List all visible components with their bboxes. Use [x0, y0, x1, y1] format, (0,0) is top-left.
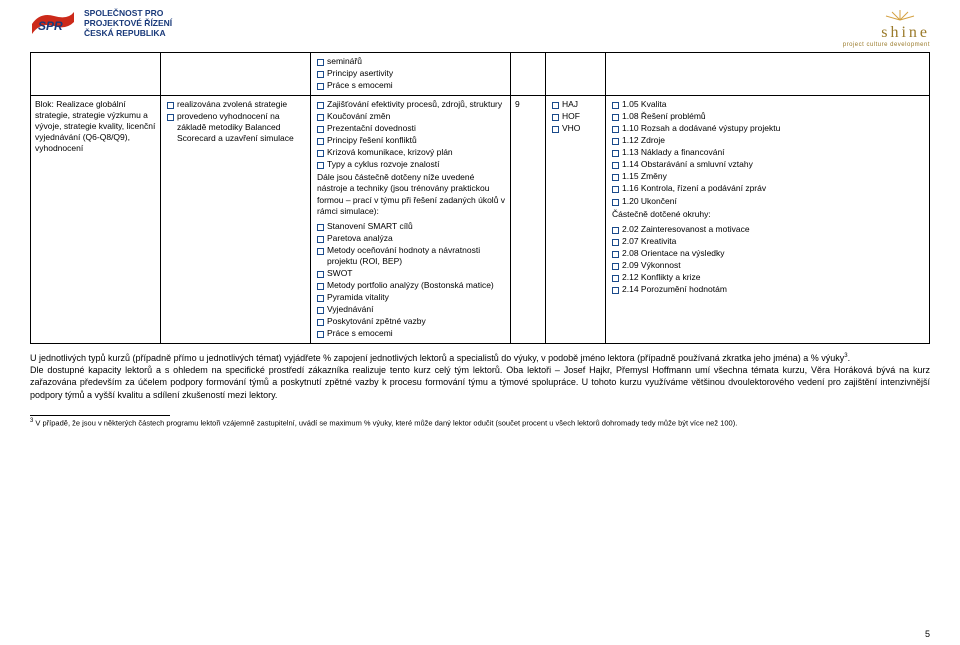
- list-item: 1.15 Změny: [610, 171, 925, 182]
- logo-spr: SPR SPOLEČNOST PRO PROJEKTOVÉ ŘÍZENÍ ČES…: [30, 8, 172, 40]
- main-content: seminářůPrincipy asertivityPráce s emoce…: [0, 52, 960, 428]
- logo-shine: shine project culture development: [843, 8, 930, 48]
- shine-word: shine: [843, 24, 930, 42]
- list-item: Práce s emocemi: [315, 328, 506, 339]
- shine-tagline: project culture development: [843, 42, 930, 48]
- cell-list: Stanovení SMART cílůParetova analýzaMeto…: [315, 221, 506, 339]
- svg-text:SPR: SPR: [38, 19, 63, 33]
- list-item: Pyramida vitality: [315, 292, 506, 303]
- curriculum-table: seminářůPrincipy asertivityPráce s emoce…: [30, 52, 930, 344]
- list-item: 2.08 Orientace na výsledky: [610, 248, 925, 259]
- list-item: Koučování změn: [315, 111, 506, 122]
- cell-list: 1.05 Kvalita1.08 Řešení problémů1.10 Roz…: [610, 99, 925, 206]
- page-header: SPR SPOLEČNOST PRO PROJEKTOVÉ ŘÍZENÍ ČES…: [0, 0, 960, 52]
- cell-list: seminářůPrincipy asertivityPráce s emoce…: [315, 56, 506, 91]
- list-item: 1.14 Obstarávání a smluvní vztahy: [610, 159, 925, 170]
- block-title: Blok: Realizace globální strategie, stra…: [31, 96, 161, 344]
- shine-rays-icon: [870, 8, 930, 22]
- footnote-separator: [30, 415, 170, 416]
- list-item: HOF: [550, 111, 601, 122]
- list-item: Metody oceňování hodnoty a návratnosti p…: [315, 245, 506, 267]
- list-item: Vyjednávání: [315, 304, 506, 315]
- body-p1-text: U jednotlivých typů kurzů (případně přím…: [30, 353, 844, 363]
- cell-list: 2.02 Zainteresovanost a motivace2.07 Kre…: [610, 224, 925, 295]
- cell-paragraph: Dále jsou částečně dotčeny níže uvedené …: [315, 172, 506, 216]
- cell-value: 9: [511, 96, 546, 344]
- list-item: 2.02 Zainteresovanost a motivace: [610, 224, 925, 235]
- list-item: Typy a cyklus rozvoje znalostí: [315, 159, 506, 170]
- list-item: SWOT: [315, 268, 506, 279]
- list-item: HAJ: [550, 99, 601, 110]
- list-item: 2.07 Kreativita: [610, 236, 925, 247]
- body-paragraphs: U jednotlivých typů kurzů (případně přím…: [30, 352, 930, 401]
- spr-line-3: ČESKÁ REPUBLIKA: [84, 29, 172, 39]
- list-item: provedeno vyhodnocení na základě metodik…: [165, 111, 306, 144]
- list-item: seminářů: [315, 56, 506, 67]
- list-item: Stanovení SMART cílů: [315, 221, 506, 232]
- list-item: 1.08 Řešení problémů: [610, 111, 925, 122]
- list-item: 1.13 Náklady a financování: [610, 147, 925, 158]
- list-item: Prezentační dovednosti: [315, 123, 506, 134]
- list-item: 2.12 Konflikty a krize: [610, 272, 925, 283]
- list-item: 1.20 Ukončení: [610, 196, 925, 207]
- page-number: 5: [925, 629, 930, 639]
- body-paragraph-1: U jednotlivých typů kurzů (případně přím…: [30, 352, 930, 364]
- list-item: Práce s emocemi: [315, 80, 506, 91]
- list-item: Principy řešení konfliktů: [315, 135, 506, 146]
- list-item: 2.14 Porozumění hodnotám: [610, 284, 925, 295]
- list-item: Principy asertivity: [315, 68, 506, 79]
- cell-paragraph: Částečně dotčené okruhy:: [610, 209, 925, 220]
- list-item: realizována zvolená strategie: [165, 99, 306, 110]
- table-row: Blok: Realizace globální strategie, stra…: [31, 96, 930, 344]
- cell-list: Zajišťování efektivity procesů, zdrojů, …: [315, 99, 506, 170]
- list-item: VHO: [550, 123, 601, 134]
- list-item: Poskytování zpětné vazby: [315, 316, 506, 327]
- body-p1-end: .: [848, 353, 851, 363]
- list-item: Metody portfolio analýzy (Bostonská mati…: [315, 280, 506, 291]
- list-item: 1.16 Kontrola, řízení a podávání zpráv: [610, 183, 925, 194]
- cell-list: realizována zvolená strategieprovedeno v…: [165, 99, 306, 144]
- footnote: 3 V případě, že jsou v některých částech…: [30, 418, 930, 428]
- list-item: 1.05 Kvalita: [610, 99, 925, 110]
- footnote-text: V případě, že jsou v některých částech p…: [33, 418, 737, 427]
- list-item: Paretova analýza: [315, 233, 506, 244]
- spr-badge-icon: SPR: [30, 8, 78, 40]
- table-row: seminářůPrincipy asertivityPráce s emoce…: [31, 53, 930, 96]
- list-item: 1.12 Zdroje: [610, 135, 925, 146]
- cell-list: HAJHOFVHO: [550, 99, 601, 134]
- list-item: 1.10 Rozsah a dodávané výstupy projektu: [610, 123, 925, 134]
- list-item: Zajišťování efektivity procesů, zdrojů, …: [315, 99, 506, 110]
- list-item: Krizová komunikace, krizový plán: [315, 147, 506, 158]
- body-paragraph-2: Dle dostupné kapacity lektorů a s ohlede…: [30, 364, 930, 400]
- spr-title-lines: SPOLEČNOST PRO PROJEKTOVÉ ŘÍZENÍ ČESKÁ R…: [84, 9, 172, 38]
- list-item: 2.09 Výkonnost: [610, 260, 925, 271]
